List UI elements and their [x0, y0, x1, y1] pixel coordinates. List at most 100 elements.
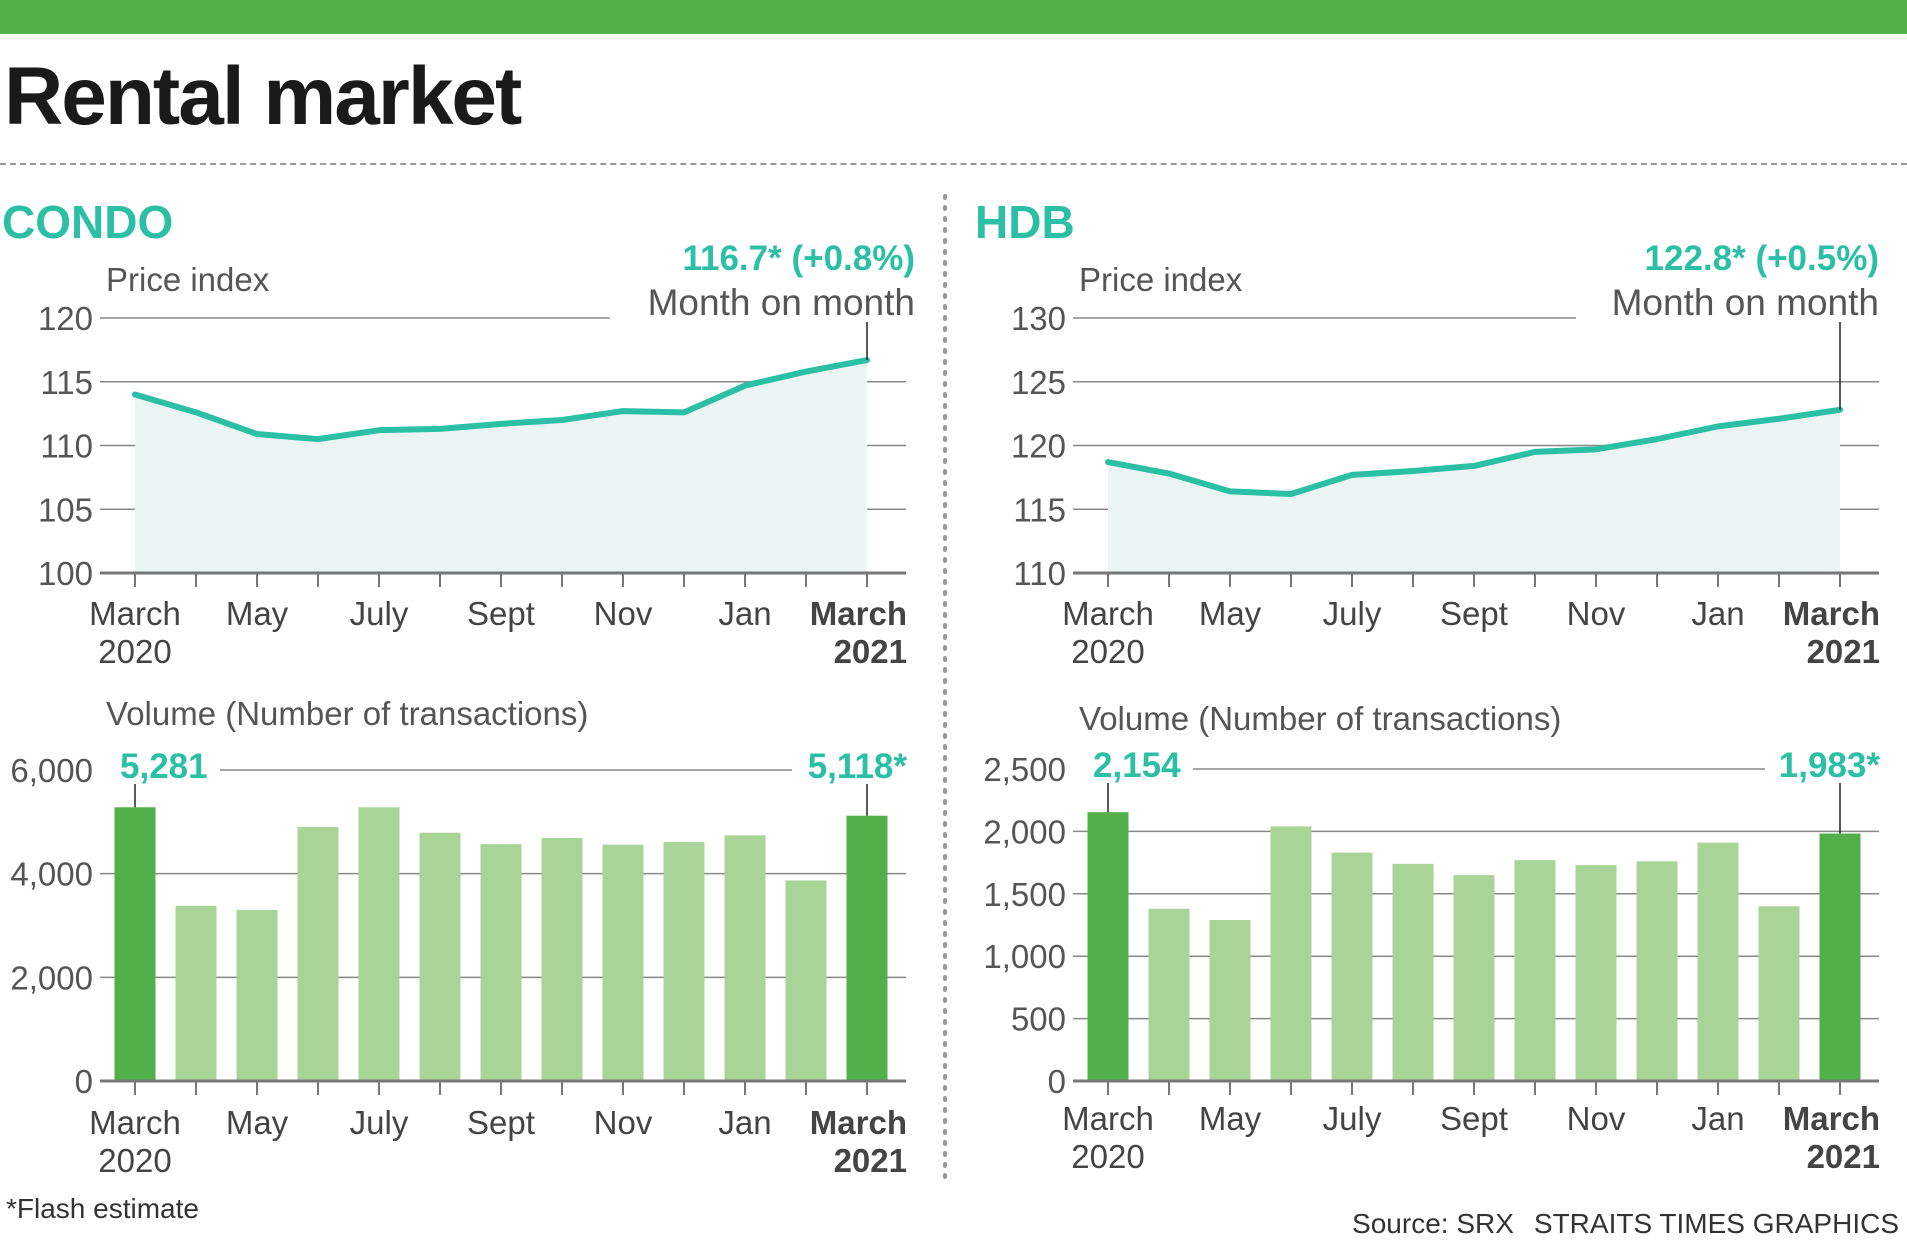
condo-volume-chart: Volume (Number of transactions) 0 2,000 4,0… [10, 695, 907, 1179]
data-point [195, 411, 197, 414]
end-value-label: 1,983* [1779, 746, 1881, 785]
bar-highlight [846, 815, 888, 1081]
data-point [1351, 473, 1353, 476]
y-tick-label: 4,000 [10, 856, 93, 893]
x-tick-label: Sept [467, 1104, 535, 1141]
bar [1697, 842, 1739, 1081]
x-tick-label: March [1062, 1100, 1154, 1137]
data-point [683, 411, 685, 414]
data-point [256, 433, 258, 436]
x-tick-label: Nov [1567, 1100, 1626, 1137]
bar [1453, 875, 1495, 1081]
y-tick-label: 1,500 [983, 876, 1066, 913]
x-tick-label: July [350, 1104, 409, 1141]
credit-text: STRAITS TIMES GRAPHICS [1533, 1208, 1899, 1239]
y-tick-label: 130 [1011, 300, 1066, 337]
x-tick-label: Nov [594, 595, 653, 632]
y-tick-label: 120 [1011, 428, 1066, 465]
y-tick-label: 6,000 [10, 752, 93, 789]
y-tick-label: 0 [1048, 1063, 1066, 1100]
bar [419, 832, 461, 1081]
start-value-label: 2,154 [1093, 746, 1181, 785]
section-label-hdb: HDB [975, 196, 1075, 248]
bar-highlight [1087, 812, 1129, 1081]
x-tick-label: May [226, 595, 289, 632]
bar [1209, 920, 1251, 1081]
x-tick-label: Jan [1691, 1100, 1744, 1137]
data-point [317, 438, 319, 441]
bar [1270, 826, 1312, 1081]
x-tick-label: March [89, 1104, 181, 1141]
data-point [134, 393, 136, 396]
y-tick-label: 2,500 [983, 751, 1066, 788]
bar [297, 827, 339, 1081]
data-point [1229, 490, 1231, 493]
x-tick-label: May [226, 1104, 289, 1141]
y-tick-label: 500 [1011, 1001, 1066, 1038]
start-value-label: 5,281 [120, 747, 208, 786]
chart-title: Price index [106, 261, 270, 298]
x-tick-label: Nov [594, 1104, 653, 1141]
y-tick-label: 120 [38, 300, 93, 337]
y-tick-label: 115 [1013, 491, 1066, 528]
x-tick-label: March [810, 595, 907, 632]
x-tick-label: March [1783, 595, 1880, 632]
bar [1392, 863, 1434, 1081]
x-tick-label: July [1323, 1100, 1382, 1137]
bar [663, 842, 705, 1081]
bar [785, 880, 827, 1081]
y-tick-label: 100 [38, 555, 93, 592]
x-tick-label: May [1199, 1100, 1262, 1137]
x-tick-label-year: 2021 [1807, 1138, 1880, 1175]
area-fill [1108, 409, 1840, 573]
bar [602, 844, 644, 1081]
y-tick-label: 105 [38, 491, 93, 528]
section-label-condo: CONDO [2, 196, 173, 248]
y-tick-label: 1,000 [983, 938, 1066, 975]
bar [1575, 865, 1617, 1081]
y-tick-label: 110 [40, 428, 93, 465]
area-fill [135, 360, 867, 573]
x-tick-label: Jan [718, 1104, 771, 1141]
bar [236, 909, 278, 1081]
end-value-label: 5,118* [808, 747, 908, 786]
data-point [805, 370, 807, 373]
bar-highlight [114, 807, 156, 1081]
x-tick-label-year: 2020 [1071, 1138, 1144, 1175]
x-tick-label: March [810, 1104, 907, 1141]
x-tick-label: July [1323, 595, 1382, 632]
bar [1514, 860, 1556, 1081]
top-accent-bar [0, 0, 1907, 34]
bar [480, 844, 522, 1081]
data-point [1595, 448, 1597, 451]
data-point [1290, 492, 1292, 495]
data-point [1412, 470, 1414, 472]
hdb-volume-chart: Volume (Number of transactions) 0 500 1,000… [983, 700, 1880, 1175]
data-point [439, 427, 441, 430]
source-text: Source: SRX [1352, 1208, 1514, 1239]
x-tick-label: Sept [1440, 595, 1508, 632]
x-tick-label-year: 2021 [834, 1142, 907, 1179]
data-point [622, 410, 624, 413]
data-point [744, 384, 746, 387]
data-point [1778, 417, 1780, 420]
x-tick-label: March [89, 595, 181, 632]
annotation-value: 116.7* (+0.8%) [682, 239, 915, 278]
y-tick-label: 125 [1011, 364, 1066, 401]
data-point [500, 422, 502, 425]
condo-price-chart: Price index 100 105 110 115 120 116.7* (+0.8%)… [38, 239, 915, 670]
x-tick-label: Sept [467, 595, 535, 632]
y-tick-label: 0 [75, 1063, 93, 1100]
data-point [1717, 425, 1719, 428]
x-tick-label-year: 2020 [98, 633, 171, 670]
x-tick-label: March [1783, 1100, 1880, 1137]
y-tick-label: 110 [1013, 555, 1066, 592]
x-tick-label: Jan [1691, 595, 1744, 632]
bar-highlight [1819, 833, 1861, 1081]
hdb-price-chart: Price index 110 115 120 125 130 122.8* (+0.5%)… [1011, 239, 1880, 670]
x-tick-label: July [350, 595, 409, 632]
data-point [561, 419, 563, 421]
credit-line: Source: SRX STRAITS TIMES GRAPHICS [1332, 1208, 1899, 1240]
page-title: Rental market [4, 51, 522, 142]
